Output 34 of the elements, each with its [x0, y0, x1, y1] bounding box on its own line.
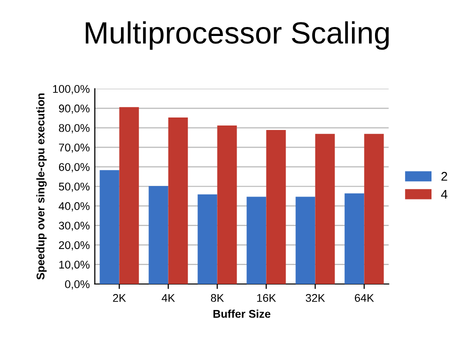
x-tick-label: 16K — [257, 294, 276, 302]
bar — [217, 125, 237, 284]
chart-title: Multiprocessor Scaling — [86, 21, 389, 50]
y-axis-title: Speedup over single-cpu execution — [36, 94, 47, 280]
x-tick-label: 4K — [162, 294, 175, 302]
bar — [198, 194, 218, 284]
x-axis-title: Buffer Size — [213, 310, 270, 318]
bar — [344, 193, 364, 284]
bar — [364, 134, 384, 284]
y-tick-label: 40,0% — [58, 202, 90, 212]
x-tick-label: 64K — [354, 294, 374, 302]
x-tick-label: 8K — [210, 294, 224, 302]
x-tick-label: 2K — [113, 294, 126, 302]
bar — [266, 130, 286, 284]
y-tick-label: 100,0% — [53, 85, 90, 94]
legend-label: 2 — [441, 172, 448, 181]
y-tick-label: 50,0% — [58, 182, 90, 192]
y-tick-label: 60,0% — [59, 163, 90, 172]
y-tick-label: 30,0% — [58, 222, 90, 231]
bar — [315, 134, 335, 284]
y-tick-label: 90,0% — [58, 104, 90, 114]
bar — [100, 170, 120, 284]
y-tick-label: 10,0% — [59, 260, 90, 270]
y-tick-label: 20,0% — [58, 241, 90, 250]
legend-label: 4 — [441, 190, 448, 199]
y-tick-label: 0,0% — [65, 280, 90, 290]
y-tick-label: 80,0% — [58, 124, 90, 134]
y-tick-label: 70,0% — [59, 144, 90, 153]
bar — [296, 196, 316, 284]
bar — [246, 196, 266, 284]
x-tick-label: 32K — [306, 294, 325, 302]
bar — [168, 117, 188, 284]
bar — [119, 107, 139, 284]
bar — [148, 186, 168, 284]
